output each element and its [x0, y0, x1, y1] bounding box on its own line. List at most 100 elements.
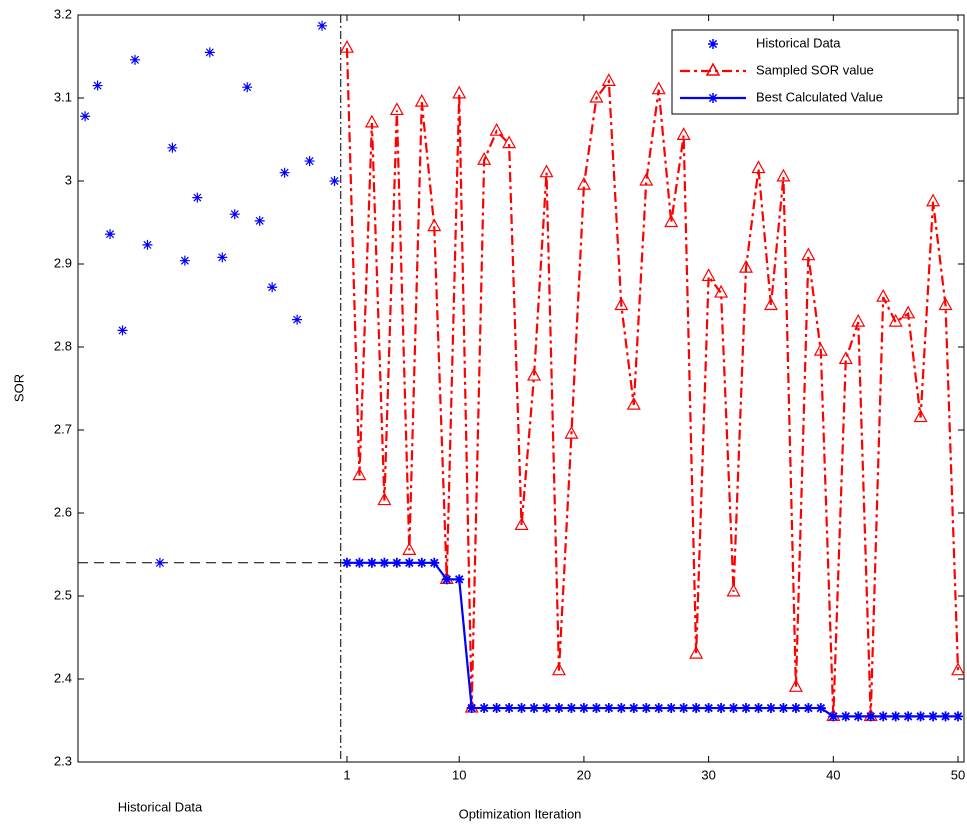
x-tick-label: 40 — [826, 767, 840, 782]
marker — [678, 703, 689, 714]
marker — [938, 297, 953, 311]
marker — [391, 557, 402, 568]
marker — [616, 703, 627, 714]
y-tick-label: 2.8 — [54, 338, 72, 353]
y-tick-label: 2.4 — [54, 670, 72, 685]
series-line — [345, 48, 960, 717]
x-axis-label: Optimization Iteration — [459, 806, 582, 821]
y-tick-label: 2.5 — [54, 587, 72, 602]
marker — [951, 662, 966, 676]
marker — [267, 282, 278, 293]
marker — [317, 20, 328, 31]
marker — [80, 111, 91, 122]
marker — [703, 703, 714, 714]
marker — [664, 214, 679, 228]
marker — [167, 142, 178, 153]
marker — [566, 703, 577, 714]
legend-marker — [708, 39, 718, 49]
marker — [653, 703, 664, 714]
marker — [217, 252, 228, 263]
marker — [441, 574, 452, 585]
marker — [751, 160, 766, 174]
marker — [776, 168, 791, 182]
marker — [502, 135, 517, 149]
marker — [878, 711, 889, 722]
marker — [204, 47, 215, 58]
marker — [865, 711, 876, 722]
marker — [676, 127, 691, 140]
x-tick-label: 20 — [577, 767, 591, 782]
y-axis-label: SOR — [11, 374, 26, 402]
legend-label: Sampled SOR value — [756, 62, 874, 77]
y-tick-label: 3.1 — [54, 89, 72, 104]
y-tick-label: 2.9 — [54, 255, 72, 270]
marker — [541, 703, 552, 714]
marker — [564, 425, 579, 439]
marker — [341, 557, 352, 568]
marker — [803, 703, 814, 714]
marker — [851, 313, 866, 327]
marker — [815, 703, 826, 714]
marker — [389, 102, 404, 116]
marker — [279, 167, 290, 178]
marker — [739, 259, 754, 273]
marker — [416, 557, 427, 568]
marker — [292, 314, 303, 325]
marker — [454, 574, 465, 585]
legend-label: Historical Data — [756, 35, 841, 50]
marker — [888, 313, 903, 327]
marker — [853, 711, 864, 722]
legend-marker — [705, 62, 721, 76]
marker — [154, 557, 165, 568]
x-tick-label: 30 — [701, 767, 715, 782]
marker — [639, 172, 654, 186]
marker — [913, 409, 928, 423]
marker — [714, 284, 729, 298]
marker — [778, 703, 789, 714]
marker — [801, 247, 816, 261]
marker — [576, 176, 591, 190]
marker — [516, 703, 527, 714]
marker — [890, 711, 901, 722]
y-tick-label: 2.7 — [54, 421, 72, 436]
marker — [479, 703, 490, 714]
marker — [691, 703, 702, 714]
y-tick-label: 2.3 — [54, 753, 72, 768]
marker — [901, 305, 916, 319]
marker — [142, 239, 153, 250]
marker — [741, 703, 752, 714]
marker — [614, 297, 629, 311]
marker — [129, 54, 140, 65]
marker — [689, 645, 704, 659]
marker — [926, 193, 941, 207]
marker — [651, 81, 666, 95]
marker — [716, 703, 727, 714]
marker — [379, 557, 390, 568]
marker — [813, 342, 828, 356]
plot-area — [77, 14, 965, 763]
marker — [666, 703, 677, 714]
marker — [527, 367, 542, 381]
marker — [427, 218, 442, 232]
marker — [726, 583, 741, 597]
x-tick-label: 50 — [951, 767, 965, 782]
marker — [229, 209, 240, 220]
marker — [366, 557, 377, 568]
marker — [352, 467, 367, 481]
y-tick-label: 3 — [65, 172, 72, 187]
marker — [840, 711, 851, 722]
marker — [728, 703, 739, 714]
marker — [790, 703, 801, 714]
marker — [915, 711, 926, 722]
marker — [953, 711, 964, 722]
marker — [765, 703, 776, 714]
marker — [940, 711, 951, 722]
marker — [641, 703, 652, 714]
marker — [414, 93, 429, 107]
marker — [92, 80, 103, 91]
marker — [763, 297, 778, 311]
marker — [591, 703, 602, 714]
marker — [514, 517, 529, 531]
marker — [452, 85, 467, 99]
